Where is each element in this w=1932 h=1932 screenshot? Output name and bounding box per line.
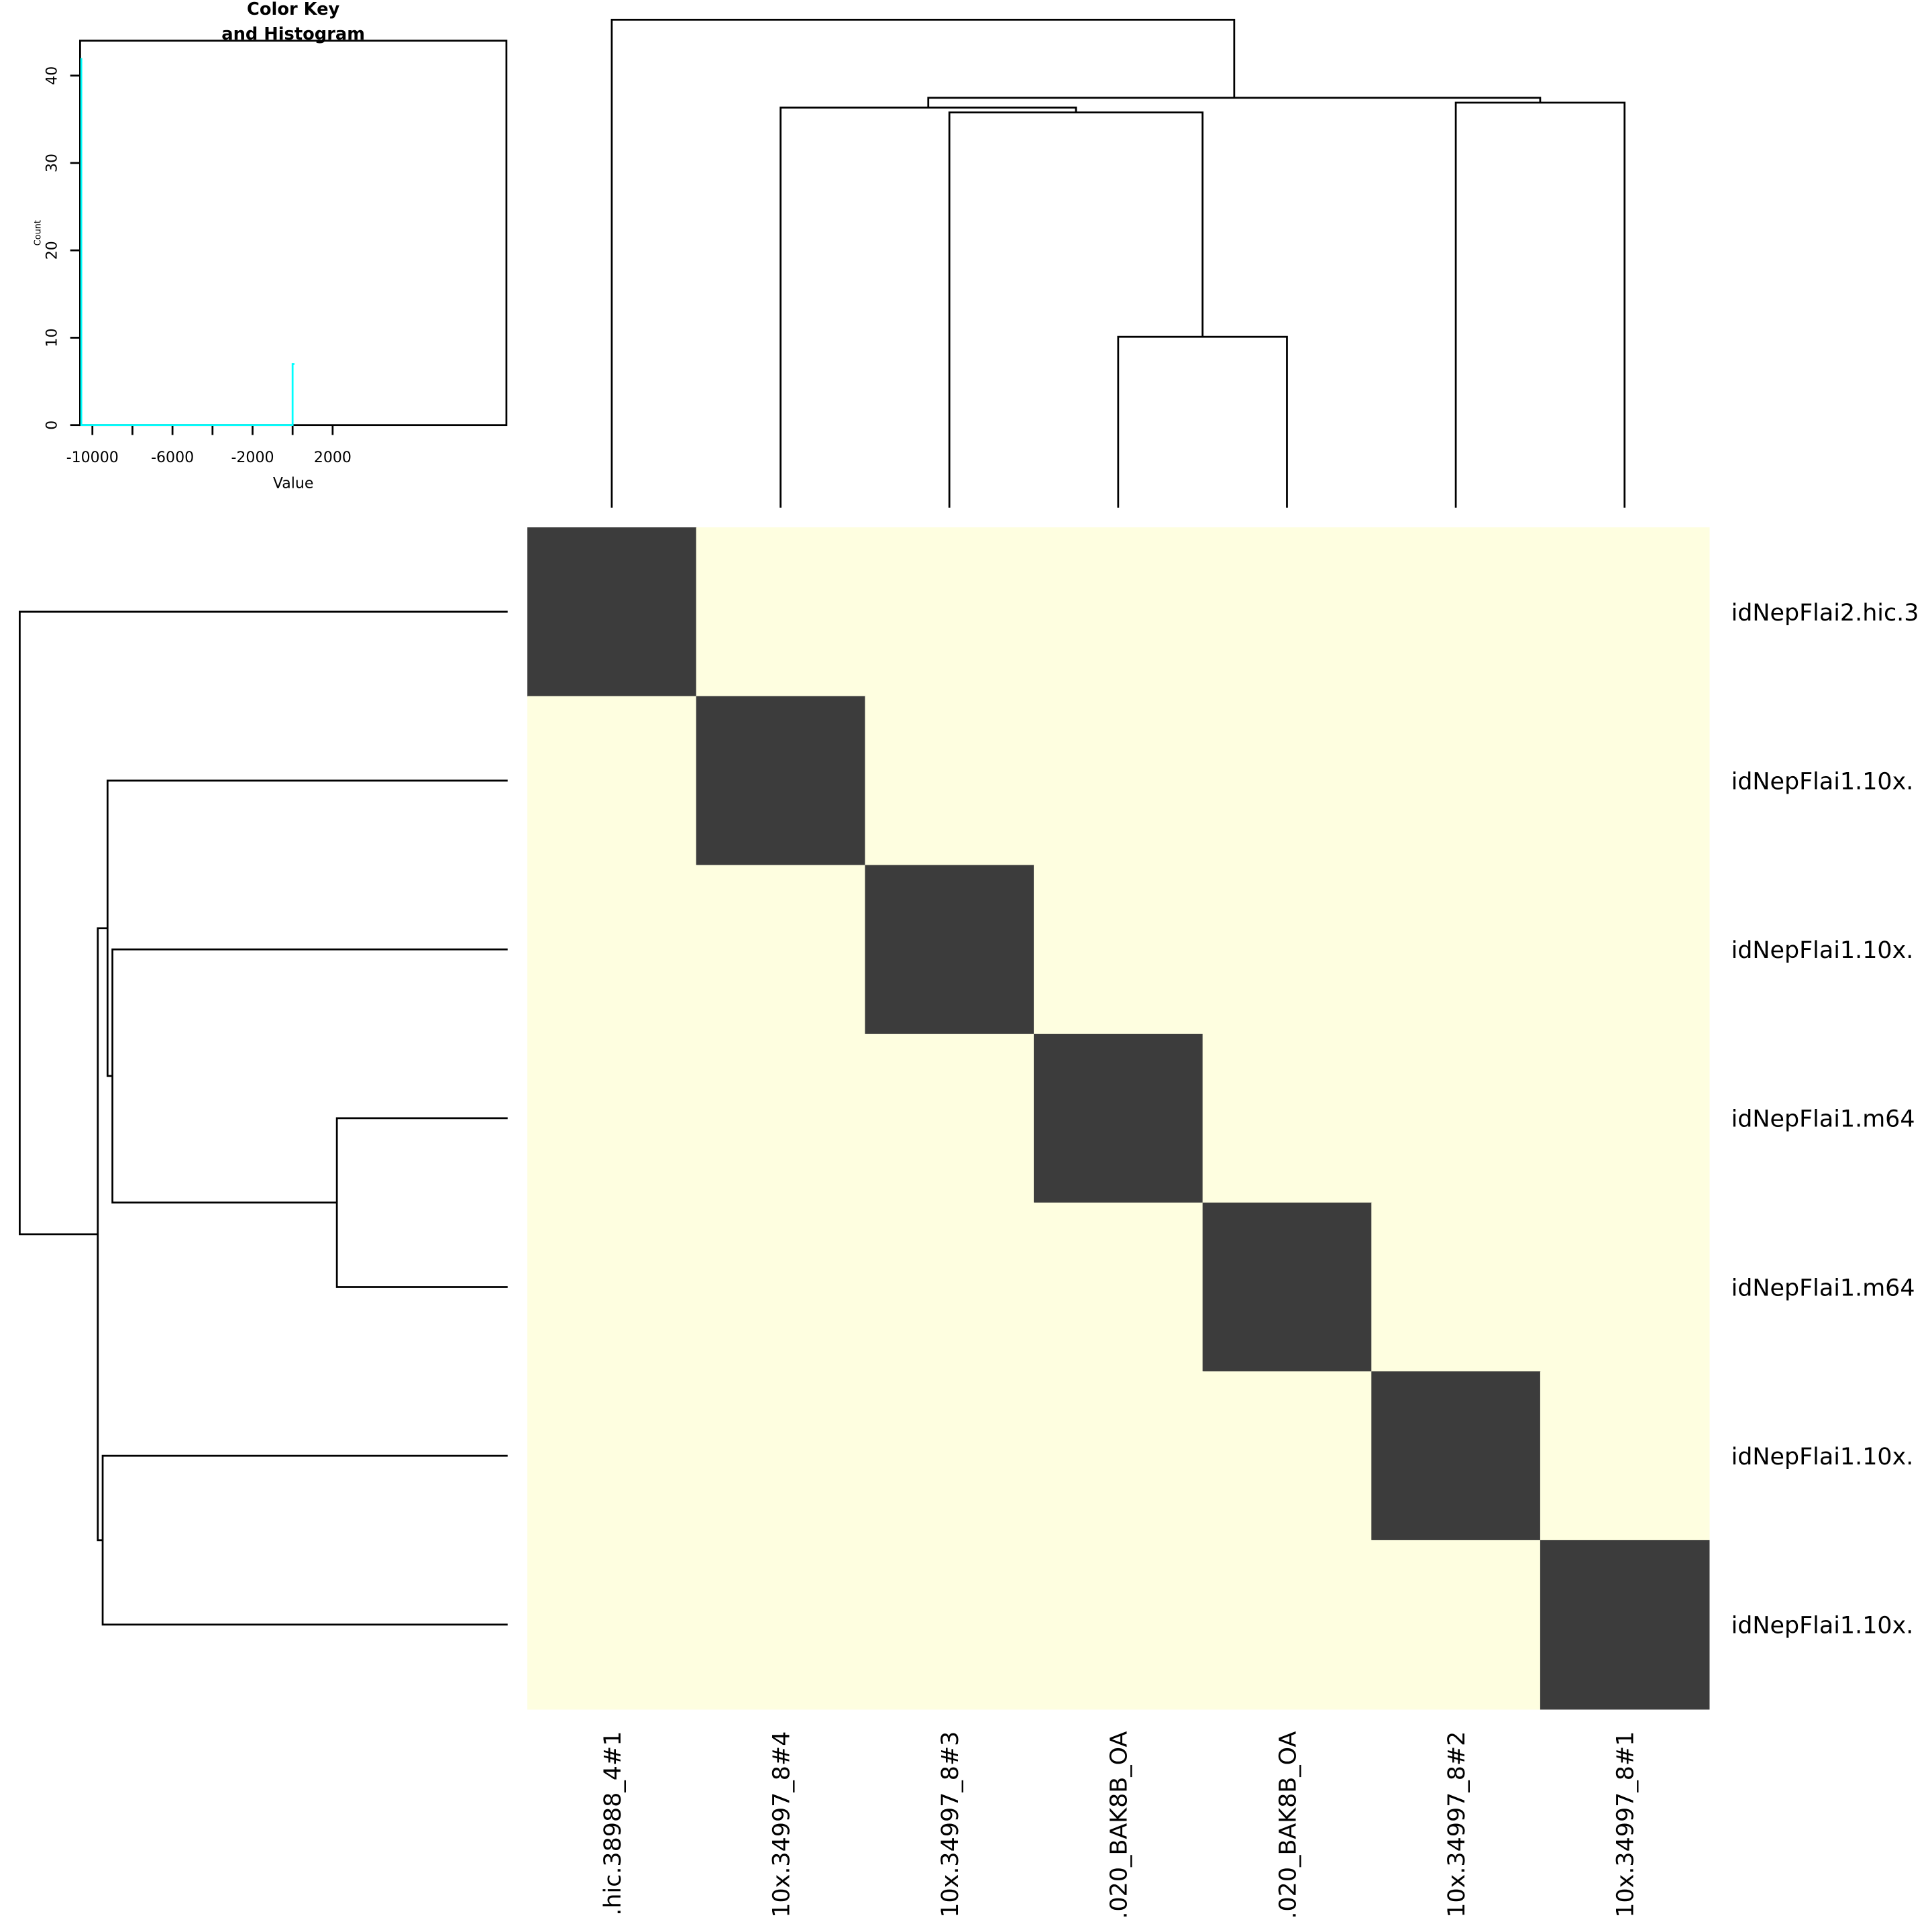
- heatmap-cell: [865, 1202, 1034, 1373]
- row-dendrogram-link: [335, 1117, 508, 1288]
- heatmap-cell: [696, 865, 866, 1034]
- row-label: idNepFlai1.10x.: [1731, 1444, 1914, 1470]
- color-key-ylabel: Count: [34, 220, 44, 246]
- row-label: idNepFlai1.10x.: [1731, 937, 1914, 964]
- heatmap-cell: [865, 696, 1034, 866]
- heatmap-cell: [1371, 527, 1541, 697]
- heatmap-cell: [1202, 1034, 1373, 1203]
- heatmap-cell: [1202, 1202, 1373, 1373]
- heatmap-cell: [865, 527, 1034, 697]
- heatmap-cell: [696, 1034, 866, 1203]
- heatmap-cell: [696, 527, 866, 697]
- color-key-histogram: Color Key and Histogram Value Count -100…: [34, 0, 508, 492]
- heatmap-cell: [865, 1034, 1034, 1203]
- heatmap-cell: [527, 1540, 697, 1710]
- heatmap-cell: [1034, 865, 1203, 1034]
- color-key-title: Color Key: [247, 0, 340, 19]
- y-tick-label: 40: [44, 66, 60, 85]
- column-dendrogram-link: [1117, 335, 1288, 508]
- heatmap-cell: [1202, 1371, 1373, 1541]
- heatmap-cell: [527, 1202, 697, 1373]
- y-tick-label: 30: [44, 154, 60, 172]
- row-dendrogram-link: [101, 1454, 508, 1626]
- column-dendrogram-link: [610, 19, 1236, 508]
- heatmap-cell: [696, 1202, 866, 1373]
- heatmap-cell: [1034, 1202, 1203, 1373]
- row-dendrogram-link: [97, 927, 108, 1542]
- row-label: idNepFlai1.m64: [1731, 1275, 1915, 1301]
- heatmap-cells: [527, 527, 1710, 1710]
- row-label: idNepFlai1.10x.: [1731, 768, 1914, 795]
- heatmap-cell: [1540, 1034, 1710, 1203]
- histogram-line: [80, 58, 294, 427]
- heatmap-cell: [1202, 865, 1373, 1034]
- heatmap-cell: [1034, 696, 1203, 866]
- row-label: idNepFlai2.hic.3: [1731, 600, 1919, 627]
- heatmap-cell: [527, 1371, 697, 1541]
- heatmap-cell: [1540, 696, 1710, 866]
- dendrograms: [19, 19, 1626, 1626]
- heatmap-cell: [1034, 527, 1203, 697]
- x-tick-label: -6000: [151, 449, 194, 466]
- column-label: 10x.34997_8#3: [937, 1731, 964, 1918]
- column-dendrogram-link: [927, 97, 1542, 108]
- x-tick-label: -2000: [231, 449, 274, 466]
- column-dendrogram-link: [1454, 101, 1626, 508]
- color-key-xlabel: Value: [273, 475, 314, 492]
- heatmap-cell: [1202, 1540, 1373, 1710]
- heatmap-cell: [1034, 1371, 1203, 1541]
- column-label: .020_BAK8B_OA: [1106, 1731, 1133, 1919]
- heatmap-cell: [527, 865, 697, 1034]
- heatmap-cell: [1371, 696, 1541, 866]
- heatmap-cell: [696, 1371, 866, 1541]
- column-label: .020_BAK8B_OA: [1275, 1731, 1301, 1919]
- heatmap-cell: [1202, 527, 1373, 697]
- row-dendrogram-link: [19, 610, 508, 1236]
- x-tick-label: 2000: [314, 449, 352, 466]
- column-label: 10x.34997_8#4: [768, 1731, 795, 1918]
- y-tick-label: 20: [44, 241, 60, 260]
- column-label: 10x.34997_8#1: [1613, 1731, 1640, 1918]
- row-dendrogram-link: [111, 948, 508, 1204]
- heatmap-cell: [1034, 1540, 1203, 1710]
- heatmap-cell: [696, 696, 866, 866]
- heatmap-cell: [1540, 865, 1710, 1034]
- heatmap-cell: [1540, 1202, 1710, 1373]
- column-label: 10x.34997_8#2: [1444, 1731, 1470, 1918]
- heatmap-cell: [1371, 1371, 1541, 1541]
- x-tick-label: -10000: [66, 449, 119, 466]
- heatmap-cell: [1540, 527, 1710, 697]
- heatmap-cell: [865, 1371, 1034, 1541]
- row-dendrogram-link: [106, 780, 508, 1077]
- row-label: idNepFlai1.m64: [1731, 1106, 1915, 1133]
- column-label: .hic.38988_4#1: [600, 1731, 627, 1916]
- row-label: idNepFlai1.10x.: [1731, 1613, 1914, 1640]
- heatmap-cell: [1540, 1371, 1710, 1541]
- y-tick-label: 0: [44, 421, 60, 430]
- column-dendrogram-link: [780, 106, 1077, 508]
- column-dendrogram-link: [948, 111, 1204, 508]
- axis-labels: idNepFlai2.hic.3 idNepFlai1.10x. idNepFlai…: [600, 600, 1919, 1919]
- heatmap-cell: [865, 865, 1034, 1034]
- heatmap-cell: [865, 1540, 1034, 1710]
- heatmap-cell: [1202, 696, 1373, 866]
- heatmap-cell: [1371, 1034, 1541, 1203]
- heatmap-cell: [1371, 1202, 1541, 1373]
- heatmap-cell: [527, 527, 697, 697]
- heatmap-cell: [1371, 1540, 1541, 1710]
- heatmap-cell: [1034, 1034, 1203, 1203]
- heatmap-cell: [1540, 1540, 1710, 1710]
- heatmap-cell: [696, 1540, 866, 1710]
- heatmap-cell: [1371, 865, 1541, 1034]
- heatmap-cell: [527, 1034, 697, 1203]
- heatmap-cell: [527, 696, 697, 866]
- y-tick-label: 10: [44, 328, 60, 347]
